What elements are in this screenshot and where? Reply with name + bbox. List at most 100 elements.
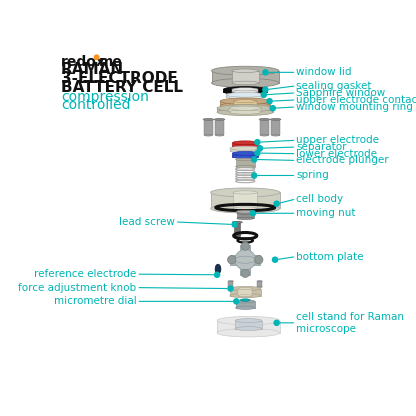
- Ellipse shape: [272, 135, 280, 136]
- Ellipse shape: [233, 207, 258, 210]
- Text: controlled: controlled: [61, 98, 131, 112]
- Polygon shape: [230, 255, 260, 265]
- Ellipse shape: [214, 119, 225, 120]
- Ellipse shape: [235, 306, 255, 310]
- Ellipse shape: [234, 104, 257, 107]
- Ellipse shape: [220, 102, 270, 109]
- Polygon shape: [230, 289, 260, 296]
- Polygon shape: [272, 119, 280, 136]
- Ellipse shape: [232, 81, 259, 85]
- Polygon shape: [212, 71, 279, 83]
- Circle shape: [274, 320, 279, 325]
- Ellipse shape: [223, 87, 267, 92]
- Circle shape: [234, 299, 239, 304]
- Text: electrode plunger: electrode plunger: [297, 156, 389, 166]
- Text: RAMAN: RAMAN: [61, 62, 124, 77]
- Text: upper electrode: upper electrode: [297, 135, 379, 145]
- Text: me: me: [99, 55, 122, 69]
- Ellipse shape: [235, 300, 255, 303]
- Ellipse shape: [232, 69, 259, 72]
- Text: compression: compression: [61, 89, 149, 104]
- Ellipse shape: [204, 119, 213, 120]
- Ellipse shape: [212, 79, 279, 87]
- Polygon shape: [235, 321, 262, 329]
- Circle shape: [255, 140, 260, 145]
- Text: bottom plate: bottom plate: [297, 252, 364, 262]
- Ellipse shape: [260, 119, 269, 120]
- Ellipse shape: [236, 210, 255, 213]
- Ellipse shape: [238, 287, 252, 290]
- Polygon shape: [204, 119, 213, 136]
- Ellipse shape: [272, 119, 280, 120]
- Ellipse shape: [229, 106, 261, 110]
- Polygon shape: [217, 108, 273, 112]
- Polygon shape: [233, 143, 258, 146]
- Polygon shape: [217, 321, 280, 333]
- Text: separator: separator: [297, 142, 347, 152]
- Polygon shape: [238, 289, 252, 296]
- Polygon shape: [234, 101, 257, 106]
- Polygon shape: [257, 281, 262, 287]
- Polygon shape: [237, 213, 254, 218]
- Text: force adjustment knob: force adjustment knob: [18, 282, 136, 292]
- Circle shape: [252, 173, 257, 178]
- Ellipse shape: [235, 319, 262, 322]
- Circle shape: [272, 257, 277, 262]
- Ellipse shape: [233, 191, 258, 194]
- Ellipse shape: [233, 88, 258, 91]
- Text: reference electrode: reference electrode: [34, 269, 136, 279]
- Circle shape: [258, 146, 262, 151]
- Ellipse shape: [235, 327, 262, 331]
- Ellipse shape: [238, 295, 252, 297]
- Ellipse shape: [215, 264, 221, 274]
- Polygon shape: [235, 301, 255, 308]
- Text: lower electrode: lower electrode: [297, 149, 377, 158]
- Text: redox: redox: [61, 55, 106, 69]
- Ellipse shape: [233, 151, 258, 155]
- Polygon shape: [232, 71, 259, 83]
- Circle shape: [94, 55, 99, 59]
- Ellipse shape: [232, 221, 243, 223]
- Ellipse shape: [230, 294, 260, 298]
- Ellipse shape: [230, 149, 260, 153]
- Circle shape: [261, 92, 266, 97]
- Polygon shape: [215, 119, 224, 136]
- Ellipse shape: [257, 281, 262, 282]
- Polygon shape: [233, 193, 258, 208]
- Polygon shape: [223, 89, 267, 92]
- Ellipse shape: [217, 105, 273, 112]
- Ellipse shape: [234, 222, 240, 223]
- Text: 3-ELECTRODE: 3-ELECTRODE: [61, 71, 178, 86]
- Ellipse shape: [229, 110, 261, 114]
- Circle shape: [255, 151, 260, 156]
- Circle shape: [250, 211, 255, 216]
- Ellipse shape: [270, 119, 281, 120]
- Ellipse shape: [212, 66, 279, 75]
- Text: lead screw: lead screw: [119, 217, 175, 227]
- Ellipse shape: [217, 109, 273, 116]
- Ellipse shape: [237, 217, 254, 220]
- Polygon shape: [228, 281, 233, 287]
- Circle shape: [263, 70, 268, 75]
- Circle shape: [270, 106, 275, 111]
- Polygon shape: [233, 89, 258, 92]
- Circle shape: [228, 286, 233, 291]
- Circle shape: [215, 272, 220, 277]
- Text: window mounting ring: window mounting ring: [297, 102, 414, 112]
- Ellipse shape: [259, 119, 270, 120]
- Ellipse shape: [240, 299, 250, 301]
- Ellipse shape: [226, 92, 265, 97]
- Polygon shape: [234, 222, 240, 236]
- Circle shape: [232, 222, 237, 227]
- Ellipse shape: [210, 188, 280, 197]
- Polygon shape: [235, 159, 255, 166]
- Ellipse shape: [233, 141, 258, 145]
- Polygon shape: [220, 101, 270, 106]
- Ellipse shape: [235, 158, 255, 161]
- Polygon shape: [216, 272, 220, 277]
- Ellipse shape: [215, 119, 224, 120]
- Polygon shape: [230, 148, 260, 151]
- Polygon shape: [226, 95, 265, 97]
- Polygon shape: [240, 245, 250, 275]
- Text: moving nut: moving nut: [297, 208, 356, 218]
